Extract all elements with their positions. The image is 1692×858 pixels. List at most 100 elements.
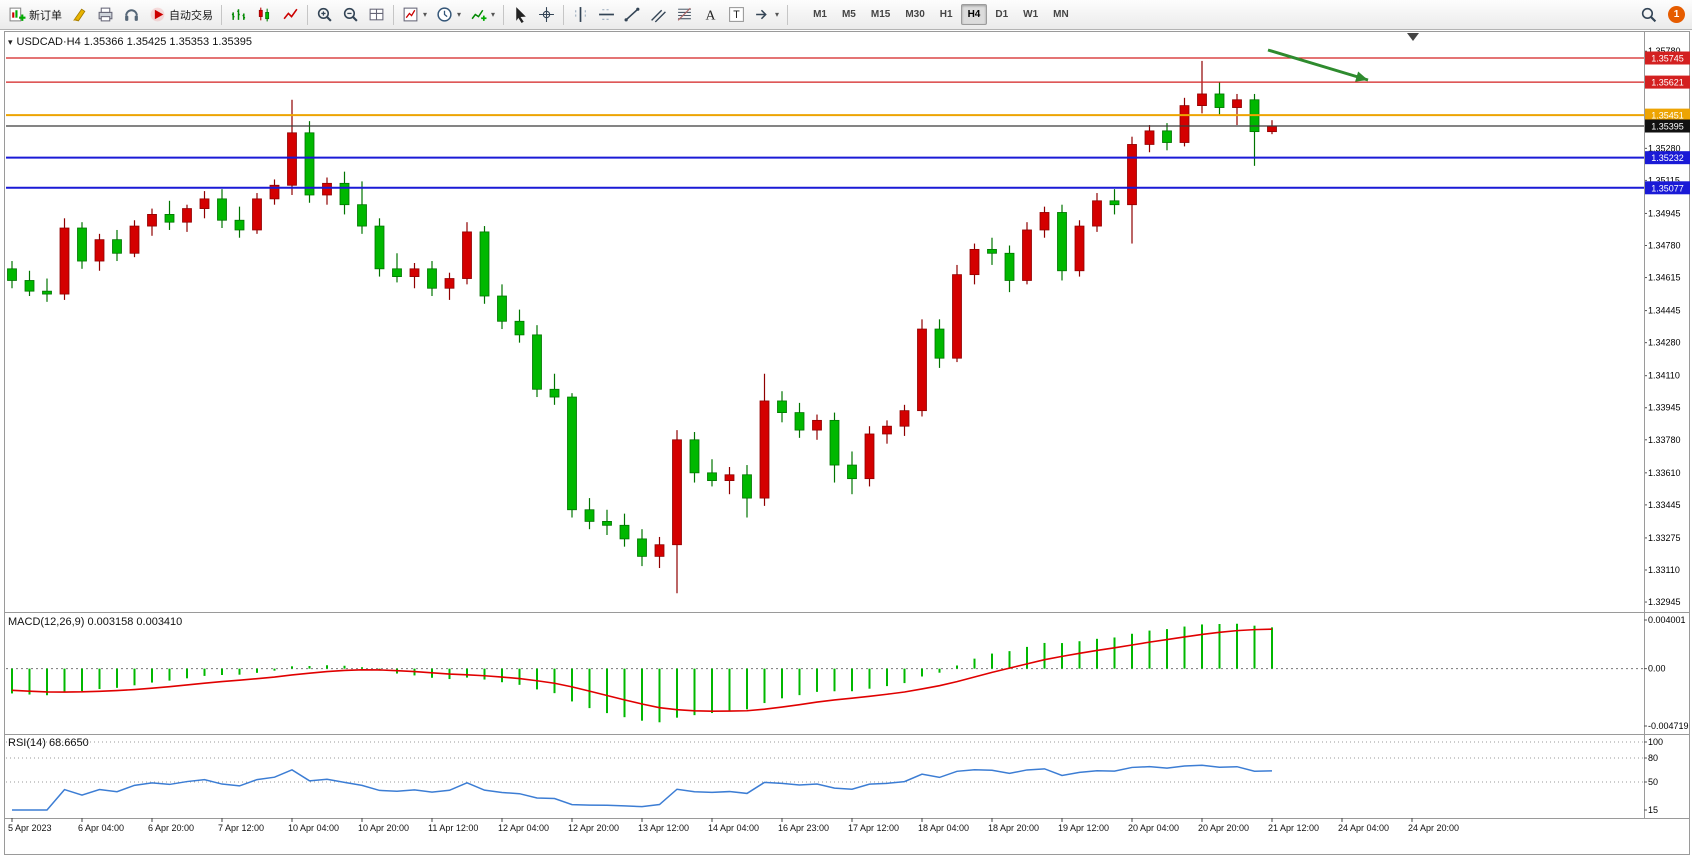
rsi-line	[12, 764, 1273, 811]
macd-header: MACD(12,26,9) 0.003158 0.003410	[8, 616, 182, 628]
timeframe-button-m5[interactable]: M5	[841, 9, 856, 20]
new-chart-button[interactable]: ▾	[398, 2, 431, 28]
fibonacci-button[interactable]	[672, 2, 697, 28]
timeframe-button-h4[interactable]: H4	[960, 4, 988, 25]
price-axis-label: 1.35115	[1648, 175, 1680, 185]
collapse-arrow-icon[interactable]: ▾	[8, 36, 13, 47]
tile-windows-button[interactable]	[364, 2, 389, 28]
autotrade-button[interactable]: 自动交易	[145, 2, 217, 28]
timeframe-group: M1 M5 M15 M30 H1 H4 D1 W1 MN	[806, 4, 1076, 25]
timeframe-button-h1[interactable]: H1	[939, 9, 953, 20]
price-axis-label: 1.35280	[1648, 143, 1681, 153]
price-axis-label: 1.34615	[1648, 273, 1681, 283]
price-axis-label: 1.34945	[1648, 208, 1681, 218]
time-axis-label: 20 Apr 20:00	[1198, 823, 1249, 833]
timeframe-button-m30[interactable]: M30	[905, 9, 925, 20]
toolbar-separator	[307, 4, 308, 25]
price-axis-label: 1.34280	[1648, 338, 1681, 348]
timeframe-button-m1[interactable]: M1	[813, 9, 827, 20]
zoom-in-icon	[316, 6, 333, 23]
rsi-header-text: RSI(14) 68.6650	[8, 737, 89, 749]
vertical-line-button[interactable]	[568, 2, 593, 28]
textT-icon: T	[728, 6, 745, 23]
zoom-out-icon	[342, 6, 359, 23]
linechart-icon	[282, 6, 299, 23]
time-axis-label: 10 Apr 20:00	[358, 823, 409, 833]
price-axis-label: 1.34445	[1648, 306, 1681, 316]
time-axis-label: 24 Apr 04:00	[1338, 823, 1389, 833]
timeframe-button-mn[interactable]: MN	[1053, 9, 1069, 20]
cursor-button[interactable]	[508, 2, 533, 28]
trendline-button[interactable]	[620, 2, 645, 28]
timeframe-button-d1[interactable]: D1	[995, 9, 1009, 20]
time-axis-label: 16 Apr 23:00	[778, 823, 829, 833]
time-axis-label: 10 Apr 04:00	[288, 823, 339, 833]
indicator-icon	[470, 6, 487, 23]
channel-icon	[650, 6, 667, 23]
rsi-header: RSI(14) 68.6650	[8, 737, 89, 749]
timeframe-button-w1[interactable]: W1	[1023, 9, 1039, 20]
market-watch-button[interactable]	[67, 2, 92, 28]
price-axis-label: 1.33780	[1648, 435, 1681, 445]
time-axis-label: 13 Apr 12:00	[638, 823, 689, 833]
price-axis-label: 1.33110	[1648, 565, 1680, 575]
toolbar-separator	[563, 4, 565, 25]
vline-icon	[572, 6, 589, 23]
new-order-button[interactable]: 新订单	[5, 2, 66, 28]
bar-chart-button[interactable]	[226, 2, 251, 28]
rsi-axis-label: 100	[1648, 737, 1663, 747]
price-axis-label: 1.33945	[1648, 403, 1681, 413]
autotrade-icon	[149, 6, 166, 23]
chart-shift-marker-icon[interactable]	[1407, 33, 1419, 41]
shapes-icon	[754, 6, 771, 23]
search-button[interactable]	[1636, 2, 1661, 28]
price-tag: 1.35621	[1645, 75, 1690, 89]
arrows-button[interactable]: ▾	[750, 2, 783, 28]
trend-arrow-annotation[interactable]	[1267, 48, 1369, 82]
price-axis-label: 1.34110	[1648, 371, 1680, 381]
candlestick-series[interactable]	[7, 60, 1277, 594]
zoom-out-button[interactable]	[338, 2, 363, 28]
macd-header-text: MACD(12,26,9) 0.003158 0.003410	[8, 616, 183, 628]
price-axis-label: 1.33610	[1648, 468, 1681, 478]
svg-text:1.35232: 1.35232	[1651, 153, 1684, 163]
cursor-icon	[512, 6, 529, 23]
horizontal-line-button[interactable]	[594, 2, 619, 28]
trend-icon	[624, 6, 641, 23]
print-button[interactable]	[93, 2, 118, 28]
indicators-button[interactable]: ▾	[466, 2, 499, 28]
support-button[interactable]	[119, 2, 144, 28]
price-tag: 1.35077	[1645, 181, 1690, 195]
channel-button[interactable]	[646, 2, 671, 28]
chart-header: ▾ USDCAD·H4 1.35366 1.35425 1.35353 1.35…	[8, 36, 252, 48]
printer-icon	[97, 6, 114, 23]
autotrade-button-label: 自动交易	[169, 9, 213, 22]
text-button[interactable]: A	[698, 2, 723, 28]
time-axis-label: 11 Apr 12:00	[428, 823, 478, 833]
price-axis-label: 1.34780	[1648, 240, 1681, 250]
textA-icon: A	[702, 6, 719, 23]
line-chart-button[interactable]	[278, 2, 303, 28]
new-order-button-label: 新订单	[29, 9, 62, 22]
time-axis-label: 6 Apr 20:00	[148, 823, 194, 833]
notification-badge[interactable]: 1	[1668, 6, 1685, 23]
candlestick-chart-button[interactable]	[252, 2, 277, 28]
rsi-axis-label: 80	[1648, 753, 1658, 763]
toolbar: 新订单 自动交易 ▾ ▾ ▾ A T ▾ M1 M5 M15 M30 H1 H4 D1 W1 MN 1	[0, 0, 1692, 30]
headset-icon	[123, 6, 140, 23]
zoom-in-button[interactable]	[312, 2, 337, 28]
rsi-axis-label: 50	[1648, 777, 1658, 787]
crosshair-button[interactable]	[534, 2, 559, 28]
text-label-button[interactable]: T	[724, 2, 749, 28]
dropdown-caret-icon: ▾	[491, 10, 496, 19]
clock-icon	[436, 6, 453, 23]
chart-window-frame	[4, 31, 1690, 855]
macd-axis-label: 0.004001	[1648, 615, 1686, 625]
timeframe-button-m15[interactable]: M15	[870, 9, 891, 20]
svg-text:A: A	[706, 7, 716, 22]
macd-axis-label: -0.004719	[1648, 721, 1689, 731]
candles-icon	[256, 6, 273, 23]
price-tag: 1.35232	[1645, 151, 1690, 165]
period-button[interactable]: ▾	[432, 2, 465, 28]
